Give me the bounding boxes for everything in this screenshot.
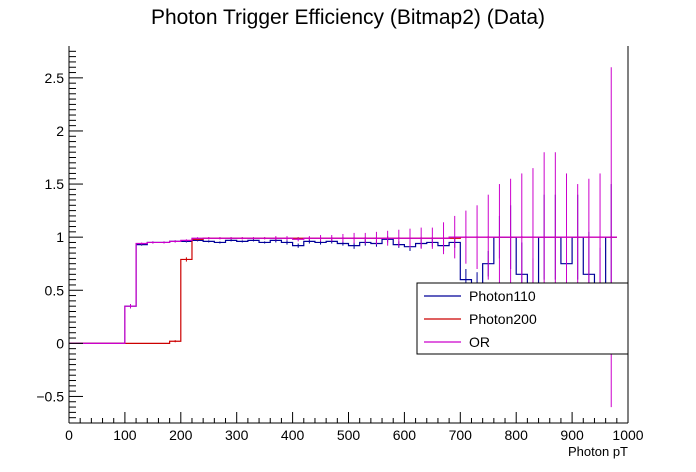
x-tick-label: 900: [560, 427, 584, 443]
x-tick-label: 600: [393, 427, 417, 443]
chart-title: Photon Trigger Efficiency (Bitmap2) (Dat…: [151, 6, 545, 29]
legend-label: OR: [469, 334, 490, 350]
axes-layer: 0 100 200 300 400 500 600 700 800 900 1000 −0.5 0 0.5…: [36, 46, 644, 443]
x-tick-label: 1000: [612, 427, 643, 443]
x-tick-label: 200: [169, 427, 193, 443]
y-tick-label: 1.5: [45, 176, 65, 192]
y-tick-label: 2: [56, 123, 64, 139]
y-tick-label: 0: [56, 335, 64, 351]
x-axis-title: Photon pT: [568, 444, 628, 459]
x-tick-label: 500: [337, 427, 361, 443]
y-tick-label: 1: [56, 229, 64, 245]
series-line-or: [69, 236, 617, 344]
legend-label: Photon200: [469, 311, 537, 327]
x-tick-label: 300: [225, 427, 249, 443]
x-tick-label: 700: [449, 427, 473, 443]
y-tick-label: −0.5: [36, 388, 64, 404]
y-tick-label: 2.5: [45, 70, 65, 86]
x-tick-label: 100: [113, 427, 137, 443]
x-tick-label: 400: [281, 427, 305, 443]
x-tick-label: 800: [505, 427, 529, 443]
legend-label: Photon110: [469, 288, 536, 304]
y-tick-label: 0.5: [45, 282, 65, 298]
legend: Photon110 Photon200 OR: [416, 282, 629, 355]
x-tick-label: 0: [65, 427, 73, 443]
